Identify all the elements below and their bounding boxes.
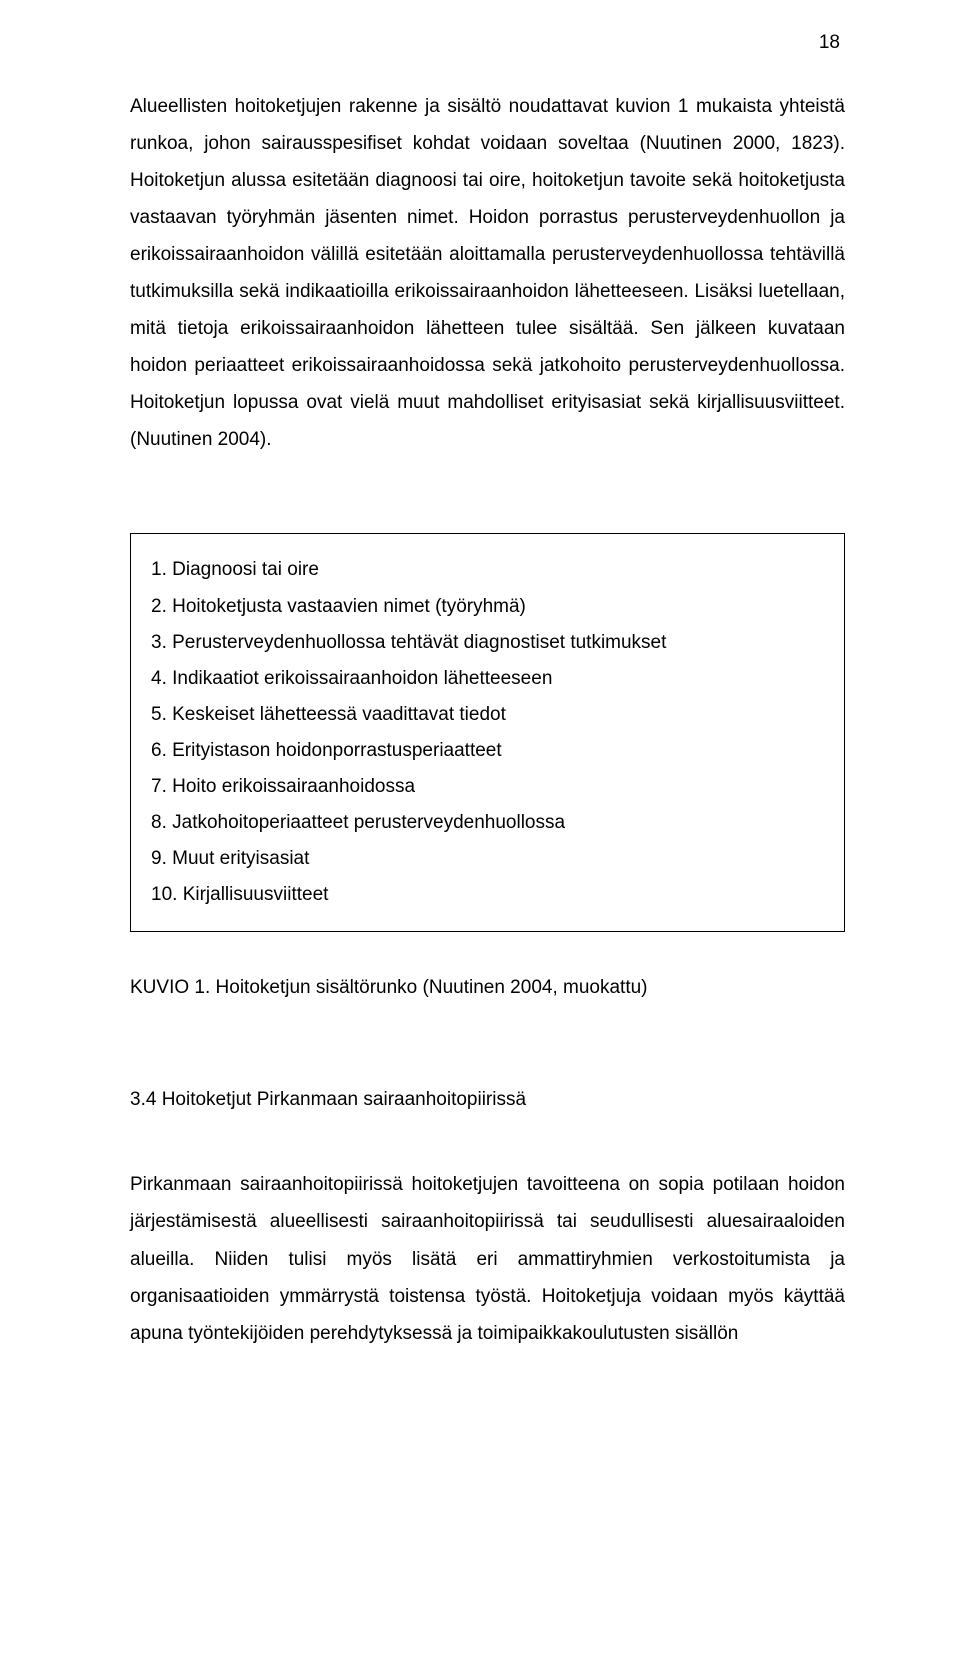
list-item: 3. Perusterveydenhuollossa tehtävät diag…	[151, 625, 824, 661]
list-item: 6. Erityistason hoidonporrastusperiaatte…	[151, 733, 824, 769]
list-item: 5. Keskeiset lähetteessä vaadittavat tie…	[151, 697, 824, 733]
list-item: 9. Muut erityisasiat	[151, 841, 824, 877]
page-number: 18	[819, 32, 840, 54]
numbered-list-box: 1. Diagnoosi tai oire 2. Hoitoketjusta v…	[130, 533, 845, 932]
list-item: 2. Hoitoketjusta vastaavien nimet (työry…	[151, 589, 824, 625]
section-heading: 3.4 Hoitoketjut Pirkanmaan sairaanhoitop…	[130, 1089, 845, 1111]
list-item: 7. Hoito erikoissairaanhoidossa	[151, 769, 824, 805]
list-item: 10. Kirjallisuusviitteet	[151, 877, 824, 913]
paragraph-1: Alueellisten hoitoketjujen rakenne ja si…	[130, 88, 845, 458]
figure-caption: KUVIO 1. Hoitoketjun sisältörunko (Nuuti…	[130, 977, 845, 999]
list-item: 1. Diagnoosi tai oire	[151, 552, 824, 588]
paragraph-2: Pirkanmaan sairaanhoitopiirissä hoitoket…	[130, 1166, 845, 1351]
list-item: 4. Indikaatiot erikoissairaanhoidon lähe…	[151, 661, 824, 697]
document-page: 18 Alueellisten hoitoketjujen rakenne ja…	[0, 0, 960, 1661]
list-item: 8. Jatkohoitoperiaatteet perusterveydenh…	[151, 805, 824, 841]
